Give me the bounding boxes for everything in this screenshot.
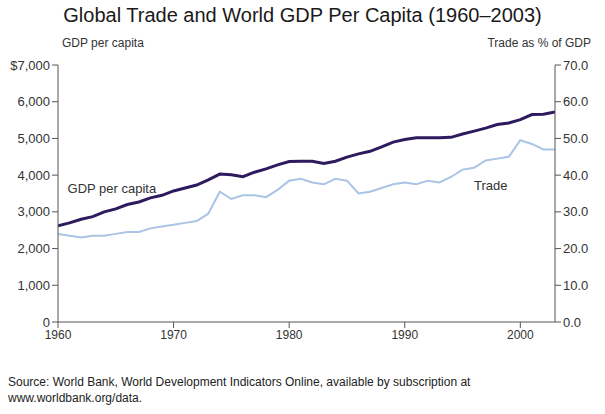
svg-text:2,000: 2,000 — [17, 241, 50, 256]
svg-text:1990: 1990 — [391, 328, 418, 342]
svg-text:70.0: 70.0 — [563, 58, 588, 73]
svg-text:1,000: 1,000 — [17, 278, 50, 293]
svg-text:1960: 1960 — [44, 327, 72, 342]
svg-text:Trade: Trade — [474, 178, 507, 193]
svg-text:0: 0 — [43, 315, 50, 330]
svg-text:0.0: 0.0 — [563, 315, 581, 330]
svg-text:3,000: 3,000 — [17, 204, 50, 219]
html-text:GDP per capita: GDP per capita — [62, 36, 144, 50]
svg-text:1980: 1980 — [276, 328, 303, 342]
svg-text:60.0: 60.0 — [563, 94, 588, 109]
svg-text:GDP per capita: GDP per capita — [68, 181, 157, 196]
svg-text:20.0: 20.0 — [563, 241, 588, 256]
svg-text:10.0: 10.0 — [563, 278, 588, 293]
svg-text:30.0: 30.0 — [563, 204, 588, 219]
html-text:Source: World Bank, World Deve: Source: World Bank, World Development In… — [8, 375, 471, 405]
svg-text:6,000: 6,000 — [17, 94, 50, 109]
svg-text:1970: 1970 — [160, 328, 187, 342]
svg-text:40.0: 40.0 — [563, 168, 588, 183]
svg-text:$7,000: $7,000 — [10, 58, 50, 73]
html-text:Trade as % of GDP: Trade as % of GDP — [487, 36, 591, 50]
svg-text:4,000: 4,000 — [17, 168, 50, 183]
svg-text:50.0: 50.0 — [563, 131, 588, 146]
svg-text:5,000: 5,000 — [17, 131, 50, 146]
html-text:Global Trade and World GDP Per: Global Trade and World GDP Per Capita (1… — [63, 4, 542, 26]
svg-text:2000: 2000 — [507, 328, 534, 342]
